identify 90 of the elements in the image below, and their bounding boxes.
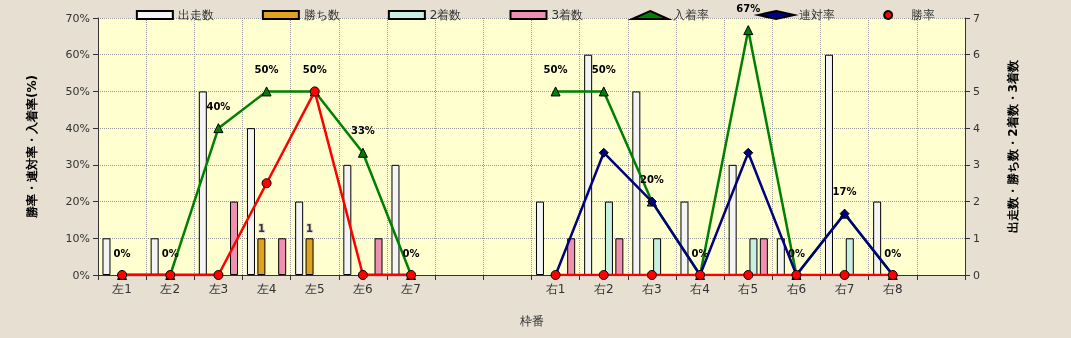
data-label: 0%: [113, 247, 131, 259]
point: [598, 86, 609, 97]
legend-label: 勝率: [911, 8, 936, 22]
bar: [102, 238, 111, 275]
y-tick-label: 70%: [65, 11, 90, 25]
bar: [632, 91, 641, 275]
bar: [343, 164, 352, 275]
y2-tick-label: 6: [973, 48, 980, 62]
x-tick-label: 左1: [112, 282, 132, 296]
point: [839, 270, 850, 280]
data-label: 0%: [884, 247, 902, 259]
data-label: 1: [306, 222, 314, 234]
x-tick-label: 左7: [401, 282, 421, 296]
bar: [824, 54, 833, 275]
data-label: 0%: [402, 247, 420, 259]
y2-tick-label: 4: [973, 121, 980, 135]
point: [213, 123, 224, 134]
bar: [776, 238, 785, 275]
point: [743, 147, 754, 158]
y-axis-title: 勝率・連対率・入着率(%): [25, 75, 39, 219]
x-tick-label: 右1: [545, 282, 566, 296]
bar: [728, 164, 737, 275]
legend-label: 出走数: [177, 8, 214, 22]
point: [743, 25, 754, 36]
x-tick-label: 右2: [593, 282, 614, 296]
y2-tick-label: 2: [973, 195, 980, 209]
data-label: 1: [257, 222, 265, 234]
data-label: 50%: [543, 63, 568, 75]
x-tick-label: 右6: [786, 282, 807, 296]
bar: [230, 201, 239, 275]
y-tick-label: 0%: [72, 268, 90, 282]
x-tick-label: 右4: [690, 282, 710, 296]
x-tick-label: 左2: [160, 282, 181, 296]
bar: [198, 91, 207, 275]
data-label: 17%: [832, 186, 857, 198]
data-label: 33%: [350, 125, 375, 137]
point: [357, 147, 368, 158]
bar: [759, 238, 768, 275]
y-tick-label: 20%: [65, 195, 90, 209]
point: [646, 270, 657, 280]
bar: [535, 201, 544, 275]
legend-label: 3着数: [551, 8, 584, 22]
data-label: 67%: [736, 2, 761, 14]
data-label: 50%: [302, 63, 327, 75]
y-tick-label: 50%: [65, 84, 90, 98]
data-label: 50%: [254, 63, 279, 75]
bar: [257, 238, 266, 275]
point: [550, 86, 561, 97]
x-tick-label: 左3: [208, 282, 229, 296]
point: [261, 178, 272, 189]
y2-tick-label: 0: [973, 268, 980, 282]
bar: [278, 238, 287, 275]
x-tick-label: 右7: [834, 282, 855, 296]
legend-label: 入着率: [673, 8, 710, 22]
point: [598, 147, 609, 158]
bar: [615, 238, 624, 275]
bar: [680, 201, 689, 275]
x-axis-title: 枠番: [518, 314, 544, 328]
y-tick-label: 30%: [65, 158, 90, 172]
y-tick-label: 40%: [65, 121, 90, 135]
point: [598, 270, 609, 280]
x-tick-label: 左6: [353, 282, 373, 296]
bar: [246, 128, 255, 275]
legend-label: 連対率: [799, 8, 836, 22]
bar: [567, 238, 576, 275]
data-label: 50%: [591, 63, 616, 75]
bar: [150, 238, 159, 275]
data-label: 40%: [206, 100, 231, 112]
legend-label: 2着数: [429, 8, 462, 22]
x-tick-label: 左4: [256, 282, 277, 296]
bar: [295, 201, 304, 275]
point: [261, 86, 272, 97]
bar: [584, 54, 593, 275]
y2-tick-label: 3: [973, 158, 980, 172]
legend-label: 勝ち数: [303, 8, 340, 22]
x-tick-label: 右8: [882, 282, 903, 296]
y2-tick-label: 5: [973, 84, 980, 98]
bar: [873, 201, 882, 275]
y-tick-label: 10%: [65, 231, 90, 245]
bar: [305, 238, 314, 275]
y2-tick-label: 7: [973, 11, 980, 25]
x-tick-label: 左5: [304, 282, 325, 296]
y2-tick-label: 1: [973, 231, 980, 245]
point: [743, 270, 754, 280]
bar: [374, 238, 383, 275]
x-tick-label: 右5: [738, 282, 759, 296]
bar: [391, 164, 400, 275]
y-tick-label: 60%: [65, 48, 90, 62]
x-tick-label: 右3: [642, 282, 662, 296]
y2-axis-title: 出走数・勝ち数・2着数・3着数: [1006, 59, 1020, 233]
